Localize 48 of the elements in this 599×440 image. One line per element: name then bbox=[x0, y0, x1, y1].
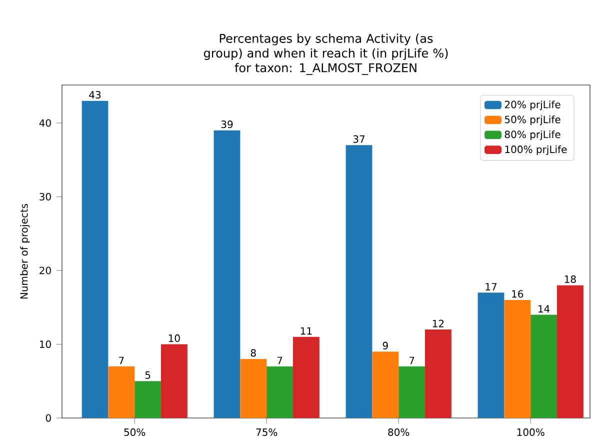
data-label: 17 bbox=[486, 282, 496, 290]
x-tick-label: 100% bbox=[517, 428, 544, 436]
legend-label: 50% prjLife bbox=[504, 115, 560, 125]
chart-subtitle: for taxon: 1_ALMOST_FROZEN bbox=[234, 62, 416, 75]
bar bbox=[530, 314, 558, 418]
data-label: 7 bbox=[119, 356, 124, 364]
data-label: 5 bbox=[145, 371, 150, 379]
bar bbox=[134, 380, 161, 418]
data-label: 11 bbox=[300, 327, 312, 334]
bar bbox=[161, 344, 188, 418]
data-label: 37 bbox=[353, 135, 364, 143]
data-label: 12 bbox=[432, 320, 444, 328]
bar bbox=[557, 285, 584, 418]
bar bbox=[108, 366, 135, 418]
y-tick-label: 30 bbox=[40, 192, 51, 200]
x-tick-label: 75% bbox=[256, 428, 278, 436]
data-label: 16 bbox=[512, 290, 524, 298]
y-axis-title: Number of projects bbox=[20, 204, 30, 298]
y-tick-label: 10 bbox=[40, 340, 51, 348]
bar bbox=[398, 366, 425, 418]
data-label: 39 bbox=[221, 120, 233, 128]
data-label: 43 bbox=[89, 90, 101, 98]
bar bbox=[214, 130, 240, 418]
bar bbox=[425, 329, 452, 418]
data-label: 8 bbox=[250, 348, 256, 357]
bar bbox=[372, 351, 399, 418]
legend-label: 20% prjLife bbox=[504, 100, 560, 110]
x-tick-label: 50% bbox=[124, 428, 146, 436]
data-label: 7 bbox=[409, 356, 414, 364]
data-label: 10 bbox=[168, 334, 180, 342]
chart-title: Percentages by schema Activity (as group) and when it reach it (in prjLife %) bbox=[204, 33, 448, 60]
data-label: 18 bbox=[564, 275, 576, 283]
x-tick-label: 80% bbox=[388, 428, 410, 436]
bar bbox=[504, 300, 531, 418]
bar bbox=[82, 100, 108, 418]
y-tick-label: 40 bbox=[39, 118, 51, 127]
data-label: 14 bbox=[538, 304, 550, 312]
bar bbox=[266, 366, 293, 418]
bar bbox=[240, 358, 267, 418]
bar bbox=[293, 336, 320, 418]
data-label: 9 bbox=[382, 342, 388, 350]
y-tick-label: 0 bbox=[46, 414, 51, 422]
y-tick-label: 20 bbox=[40, 266, 51, 274]
legend-label: 80% prjLife bbox=[504, 130, 560, 140]
legend-label: 100% prjLife bbox=[505, 145, 567, 155]
bar bbox=[346, 144, 372, 418]
bar bbox=[478, 292, 504, 418]
data-label: 7 bbox=[277, 356, 282, 364]
